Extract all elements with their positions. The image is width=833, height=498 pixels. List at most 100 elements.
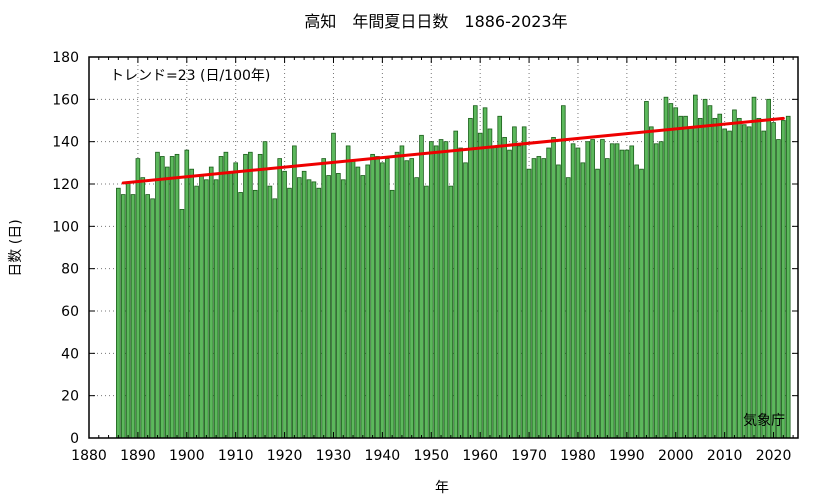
bar-1986 [605,158,610,439]
bar-1960 [477,132,483,439]
bar-1959 [472,105,478,439]
x-tick-label: 1900 [169,448,205,464]
bar-1978 [565,177,571,439]
bar-1987 [609,143,615,439]
bar-1961 [482,107,488,439]
bar-1899 [179,208,185,439]
bar-1950 [428,141,434,439]
bar-1982 [585,141,591,439]
bar-1936 [360,175,366,439]
bar-1971 [531,158,537,439]
y-tick-label: 80 [61,262,79,278]
bar-1927 [316,187,322,439]
y-tick-label: 160 [52,92,79,108]
bar-1968 [516,145,522,439]
bar-1915 [257,153,263,439]
bar-1948 [419,134,424,439]
bar-1923 [296,177,302,439]
bar-2003 [688,126,693,439]
bar-1917 [267,185,273,439]
y-axis-label: 日数 (日) [8,219,24,276]
bar-1907 [218,156,224,439]
bar-1998 [663,96,669,439]
bar-1933 [345,145,351,439]
bar-1983 [590,139,595,439]
bar-1997 [658,141,664,439]
bar-2012 [732,109,737,439]
bars [116,94,791,439]
bar-1896 [164,166,170,439]
bar-2022 [781,120,786,439]
bar-2011 [727,130,732,439]
x-tick-label: 1920 [267,448,303,464]
bar-2017 [756,117,762,439]
bar-1954 [448,185,454,439]
bar-1895 [160,156,165,439]
bar-1973 [541,158,547,439]
bar-2014 [741,124,747,439]
bar-1989 [619,149,625,439]
bar-1981 [580,162,586,439]
bar-1945 [404,160,410,439]
bar-1932 [340,179,346,439]
bar-1922 [292,145,297,439]
x-tick-label: 1970 [511,448,547,464]
bar-2008 [712,117,718,439]
x-tick-label: 2010 [707,448,743,464]
x-tick-label: 1940 [365,448,401,464]
x-tick-label: 2000 [658,448,694,464]
bar-1926 [311,181,317,439]
axis-ticks: 0 20 40 60 80 100 120 140 160 180 1880 1890 1900 1910… [52,50,798,464]
y-tick-label: 40 [61,346,79,362]
bar-1892 [145,194,150,439]
bar-1995 [649,126,654,439]
bar-1966 [507,149,512,439]
bar-2001 [678,115,683,439]
bar-2020 [771,122,776,439]
bar-2019 [766,98,771,439]
trend-line [121,116,785,185]
bar-1898 [174,153,180,439]
bar-1930 [331,132,336,439]
bar-1934 [350,160,356,439]
bar-1952 [438,139,444,439]
bar-1897 [169,156,175,439]
bar-1935 [355,166,361,439]
bar-1957 [463,162,468,439]
x-tick-label: 1990 [609,448,645,464]
bar-1949 [424,185,429,439]
x-tick-label: 2020 [756,448,792,464]
bar-1943 [394,151,400,439]
y-tick-label: 120 [52,177,79,193]
bar-1903 [199,175,204,439]
bar-1990 [624,149,630,439]
bar-1912 [243,153,248,439]
bar-1996 [653,143,659,439]
bar-1975 [551,137,556,439]
bar-1953 [443,141,449,439]
bar-1941 [384,158,390,439]
bar-1920 [282,170,287,439]
trend-annotation: トレンド=23 (日/100年) [110,68,270,84]
bar-1890 [135,158,141,439]
bar-1906 [213,179,219,439]
bar-1942 [389,189,395,439]
bar-1972 [536,156,542,439]
bar-2021 [776,139,781,439]
bar-1886 [116,187,121,439]
bar-2000 [673,107,679,439]
bar-1958 [468,117,473,439]
bar-2018 [761,130,767,439]
bar-1976 [556,164,561,439]
bar-1939 [375,156,380,439]
chart-title: 高知 年間夏日日数 1886-2023年 [304,12,567,31]
y-tick-label: 100 [52,219,79,235]
bar-1980 [575,147,581,439]
bar-1889 [130,194,136,439]
bar-2007 [707,105,713,439]
plot-frame [88,56,799,439]
bar-1992 [634,164,639,439]
bar-1900 [184,149,190,439]
bar-1994 [644,101,649,439]
